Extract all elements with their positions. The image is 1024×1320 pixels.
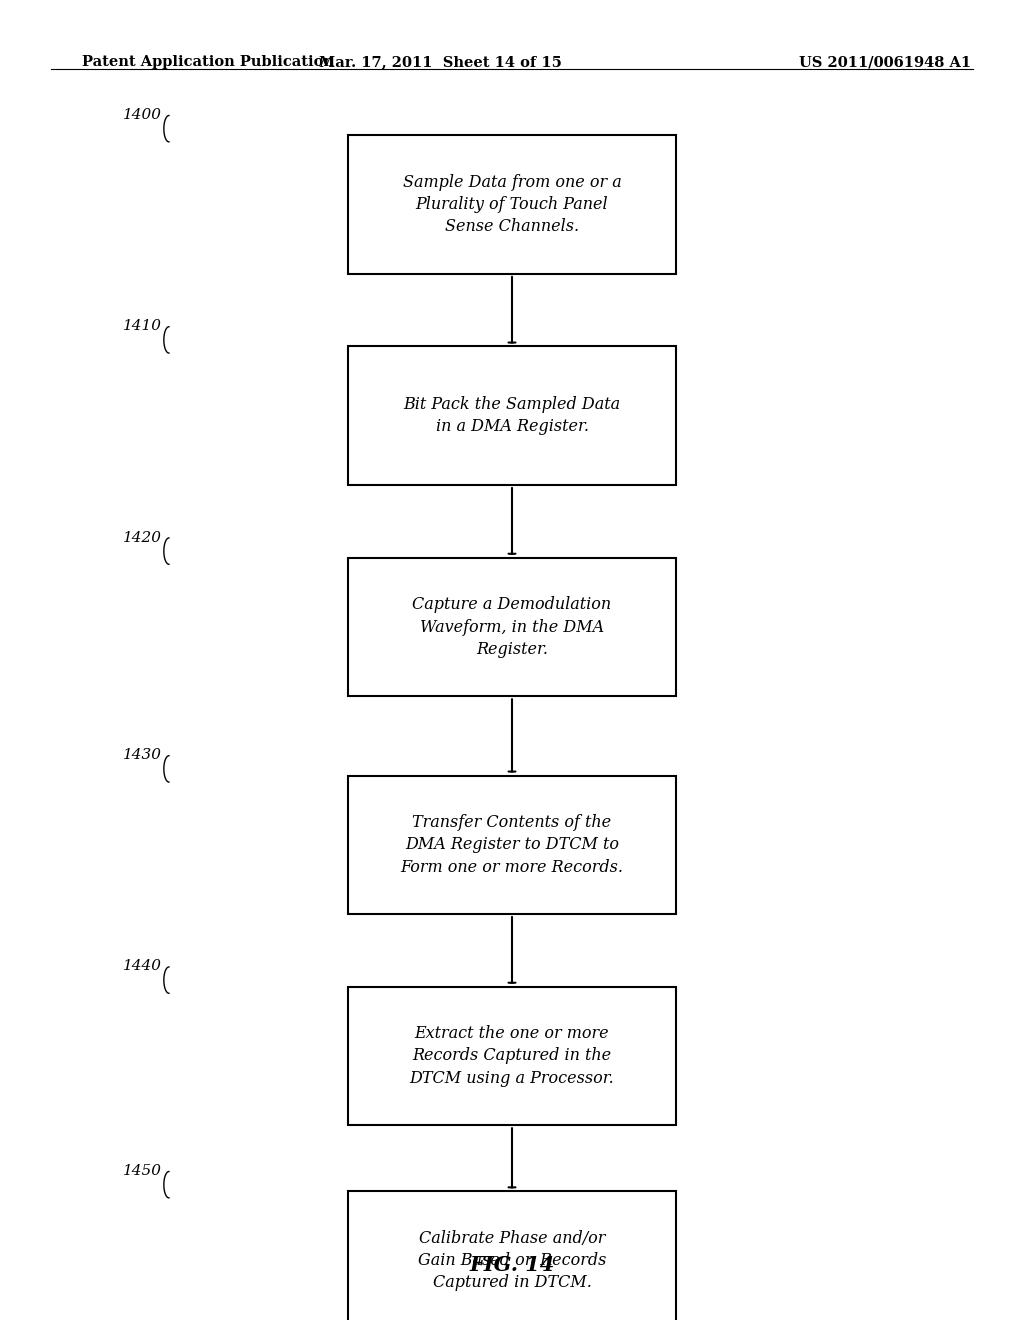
Text: 1400: 1400 (123, 108, 162, 123)
Text: 1410: 1410 (123, 319, 162, 333)
FancyBboxPatch shape (348, 1191, 676, 1320)
Text: Capture a Demodulation
Waveform, in the DMA
Register.: Capture a Demodulation Waveform, in the … (413, 597, 611, 657)
Text: Calibrate Phase and/or
Gain Based on Records
Captured in DTCM.: Calibrate Phase and/or Gain Based on Rec… (418, 1230, 606, 1291)
FancyBboxPatch shape (348, 987, 676, 1125)
FancyBboxPatch shape (348, 346, 676, 484)
Text: Extract the one or more
Records Captured in the
DTCM using a Processor.: Extract the one or more Records Captured… (410, 1026, 614, 1086)
Text: US 2011/0061948 A1: US 2011/0061948 A1 (799, 55, 971, 70)
FancyBboxPatch shape (348, 135, 676, 275)
Text: Mar. 17, 2011  Sheet 14 of 15: Mar. 17, 2011 Sheet 14 of 15 (318, 55, 562, 70)
FancyBboxPatch shape (348, 557, 676, 697)
Text: Bit Pack the Sampled Data
in a DMA Register.: Bit Pack the Sampled Data in a DMA Regis… (403, 396, 621, 436)
Text: Transfer Contents of the
DMA Register to DTCM to
Form one or more Records.: Transfer Contents of the DMA Register to… (400, 814, 624, 875)
FancyBboxPatch shape (348, 776, 676, 913)
Text: 1440: 1440 (123, 960, 162, 974)
Text: 1450: 1450 (123, 1164, 162, 1177)
Text: 1430: 1430 (123, 748, 162, 763)
Text: 1420: 1420 (123, 531, 162, 544)
Text: FIG. 14: FIG. 14 (469, 1254, 555, 1275)
Text: Patent Application Publication: Patent Application Publication (82, 55, 334, 70)
Text: Sample Data from one or a
Plurality of Touch Panel
Sense Channels.: Sample Data from one or a Plurality of T… (402, 174, 622, 235)
